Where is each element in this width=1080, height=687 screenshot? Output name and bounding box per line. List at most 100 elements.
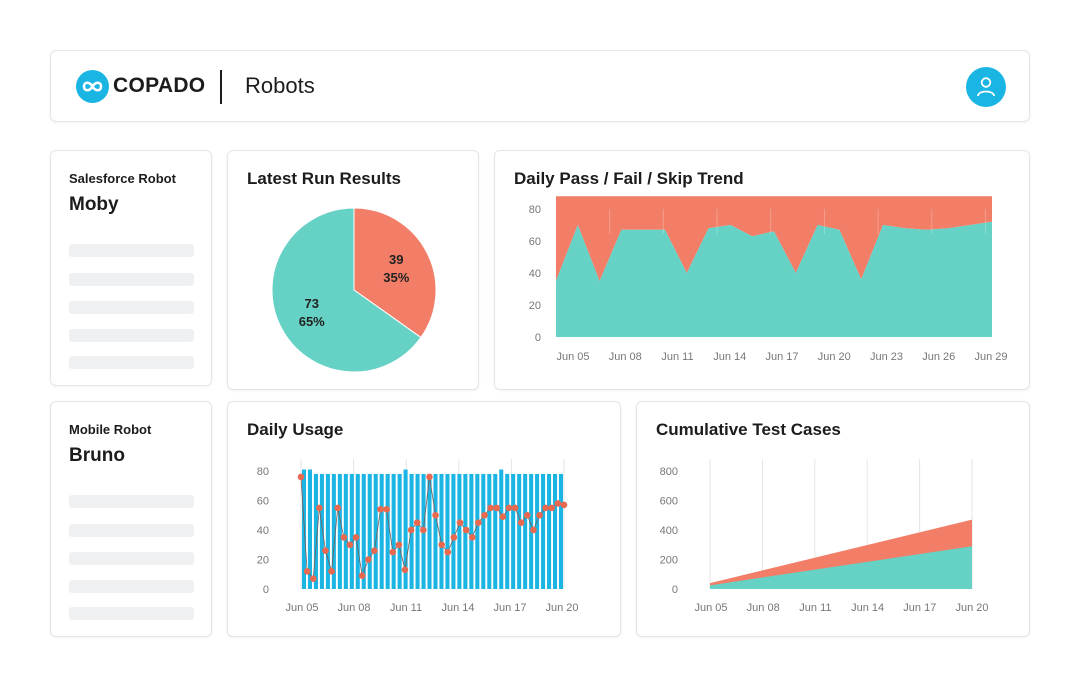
usage-point[interactable] — [297, 473, 305, 481]
usage-point[interactable] — [444, 548, 452, 556]
usage-point[interactable] — [450, 534, 458, 541]
usage-bar[interactable] — [475, 473, 480, 589]
usage-point[interactable] — [548, 504, 556, 512]
pie-slice[interactable] — [353, 207, 437, 339]
usage-bar[interactable] — [301, 469, 307, 589]
card-title: Daily Usage — [247, 420, 344, 439]
logo-text[interactable]: COPADO — [113, 74, 206, 97]
usage-point[interactable] — [456, 519, 464, 526]
usage-bar[interactable] — [457, 473, 462, 589]
usage-point[interactable] — [517, 519, 525, 526]
usage-point[interactable] — [530, 526, 537, 534]
usage-bar[interactable] — [355, 473, 360, 589]
robot-card-salesforce[interactable]: Salesforce Robot Moby — [50, 150, 212, 386]
usage-bar[interactable] — [415, 473, 420, 589]
usage-bar[interactable] — [403, 469, 408, 589]
usage-point[interactable] — [432, 511, 439, 519]
usage-point[interactable] — [493, 504, 501, 512]
daily-trend-card: Daily Pass / Fail / Skip Trend 0 20 40 60 80… — [494, 150, 1030, 390]
x-tick-label: Jun 17 — [903, 602, 936, 614]
robot-name: Moby — [69, 194, 119, 215]
placeholder-line — [69, 552, 194, 565]
usage-point[interactable] — [536, 511, 543, 519]
usage-bar[interactable] — [523, 473, 528, 589]
usage-bar[interactable] — [313, 473, 318, 589]
usage-point[interactable] — [462, 526, 470, 534]
usage-point[interactable] — [340, 534, 348, 541]
robot-card-mobile[interactable]: Mobile Robot Bruno — [50, 401, 212, 637]
usage-bar[interactable] — [439, 473, 444, 589]
usage-bar[interactable] — [499, 469, 504, 589]
usage-bar[interactable] — [553, 473, 558, 589]
y-tick-label: 0 — [535, 332, 541, 344]
usage-point[interactable] — [322, 547, 329, 554]
usage-bar[interactable] — [325, 473, 330, 589]
usage-point[interactable] — [499, 513, 507, 521]
usage-bar[interactable] — [445, 473, 450, 589]
usage-point[interactable] — [401, 566, 409, 574]
usage-bar[interactable] — [337, 473, 342, 589]
usage-point[interactable] — [468, 534, 476, 541]
usage-bar[interactable] — [517, 473, 522, 589]
usage-point[interactable] — [407, 526, 415, 534]
usage-bar[interactable] — [469, 473, 474, 589]
usage-bar[interactable] — [547, 473, 552, 589]
usage-point[interactable] — [481, 511, 488, 519]
usage-bar[interactable] — [319, 473, 324, 589]
usage-point[interactable] — [487, 504, 494, 512]
usage-bar[interactable] — [493, 473, 498, 589]
usage-bar[interactable] — [385, 473, 390, 589]
usage-bar[interactable] — [535, 473, 540, 589]
usage-point[interactable] — [371, 547, 378, 554]
usage-bar[interactable] — [505, 473, 510, 589]
usage-bar[interactable] — [367, 473, 372, 589]
usage-point[interactable] — [303, 568, 311, 575]
usage-bar[interactable] — [487, 473, 492, 589]
usage-bar[interactable] — [307, 469, 312, 589]
usage-point[interactable] — [524, 511, 531, 519]
usage-point[interactable] — [395, 541, 403, 549]
usage-point[interactable] — [475, 519, 482, 526]
usage-point[interactable] — [560, 501, 568, 509]
usage-bar[interactable] — [373, 473, 378, 589]
usage-bar[interactable] — [511, 473, 516, 589]
usage-bar[interactable] — [481, 473, 486, 589]
usage-bar[interactable] — [397, 473, 402, 589]
user-avatar-button[interactable] — [966, 67, 1006, 107]
usage-point[interactable] — [358, 572, 366, 580]
usage-point[interactable] — [346, 541, 354, 549]
x-tick-label: Jun 08 — [337, 602, 370, 614]
pie-slice[interactable] — [271, 207, 422, 373]
usage-bar[interactable] — [451, 473, 456, 589]
usage-point[interactable] — [364, 556, 372, 563]
usage-point[interactable] — [542, 504, 549, 512]
usage-bar[interactable] — [427, 473, 432, 589]
usage-bar[interactable] — [379, 473, 384, 589]
usage-point[interactable] — [554, 500, 562, 507]
daily-trend-chart: 0 20 40 60 80 Jun 05 Jun 08 Jun 11 Jun 14 Jun 17 J… — [529, 196, 1008, 363]
card-title: Daily Pass / Fail / Skip Trend — [514, 169, 744, 188]
usage-point[interactable] — [383, 506, 390, 513]
usage-bar[interactable] — [331, 473, 336, 589]
usage-point[interactable] — [352, 534, 360, 541]
usage-point[interactable] — [316, 504, 323, 512]
usage-bar[interactable] — [361, 473, 366, 589]
usage-point[interactable] — [438, 541, 445, 549]
copado-logo-icon[interactable] — [76, 70, 109, 103]
usage-point[interactable] — [328, 568, 335, 575]
usage-bar[interactable] — [391, 473, 396, 589]
usage-point[interactable] — [511, 504, 519, 512]
usage-point[interactable] — [334, 504, 341, 512]
usage-bar[interactable] — [349, 473, 354, 589]
usage-bar[interactable] — [433, 473, 438, 589]
usage-point[interactable] — [505, 504, 513, 512]
usage-point[interactable] — [389, 548, 397, 556]
usage-point[interactable] — [420, 526, 427, 534]
usage-point[interactable] — [413, 519, 421, 526]
usage-point[interactable] — [377, 506, 384, 513]
usage-bar[interactable] — [558, 473, 564, 589]
usage-point[interactable] — [426, 473, 433, 481]
usage-bar[interactable] — [343, 473, 348, 589]
usage-point[interactable] — [309, 575, 317, 582]
usage-bar[interactable] — [541, 473, 546, 589]
